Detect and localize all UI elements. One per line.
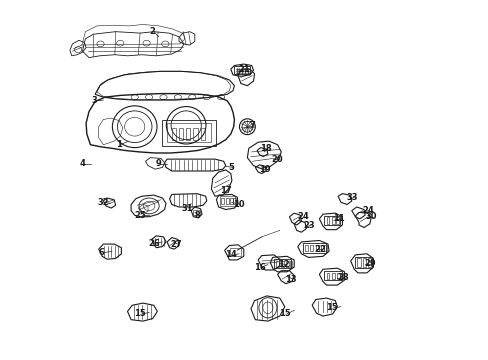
Bar <box>230 248 241 256</box>
Text: 29: 29 <box>364 259 376 268</box>
Text: 32: 32 <box>97 198 109 207</box>
Bar <box>225 198 228 204</box>
Text: 31: 31 <box>181 204 192 212</box>
Bar <box>336 217 339 224</box>
Text: 7: 7 <box>249 122 255 130</box>
Text: 27: 27 <box>170 240 182 248</box>
Bar <box>221 198 224 204</box>
Bar <box>323 245 326 251</box>
Bar <box>320 245 323 251</box>
Text: 23: 23 <box>303 220 314 230</box>
Bar <box>362 258 366 267</box>
Bar <box>276 261 279 267</box>
Text: 8: 8 <box>194 211 200 220</box>
Bar <box>331 273 334 279</box>
Bar <box>193 210 200 215</box>
Text: 16: 16 <box>254 263 265 271</box>
Text: 17: 17 <box>219 186 231 194</box>
Bar <box>326 217 329 224</box>
Text: 20: 20 <box>270 154 282 163</box>
Text: 15: 15 <box>279 309 290 318</box>
Bar <box>309 245 312 251</box>
Bar <box>355 257 371 268</box>
Bar <box>367 258 370 267</box>
Text: 24: 24 <box>297 212 308 221</box>
Bar <box>339 273 342 279</box>
Bar <box>315 245 318 251</box>
Bar <box>289 261 292 267</box>
Bar <box>193 128 197 140</box>
Bar <box>302 243 325 253</box>
Text: 13: 13 <box>285 274 297 284</box>
Bar <box>285 261 288 267</box>
Text: 26: 26 <box>148 238 160 248</box>
Text: 5: 5 <box>228 163 234 172</box>
Bar <box>336 273 339 279</box>
Text: 6: 6 <box>99 248 104 257</box>
Text: 22: 22 <box>314 245 325 253</box>
Text: 10: 10 <box>232 200 244 209</box>
Text: 1: 1 <box>115 140 121 149</box>
Bar <box>162 120 215 146</box>
Bar <box>273 259 291 268</box>
Text: 24: 24 <box>362 206 373 215</box>
Text: 33: 33 <box>346 193 358 202</box>
Bar <box>324 216 339 225</box>
Bar <box>324 271 341 280</box>
Bar <box>200 128 204 140</box>
Text: 12: 12 <box>278 260 289 269</box>
Bar <box>356 258 360 267</box>
Text: 9: 9 <box>155 159 161 168</box>
Text: 15: 15 <box>325 303 337 312</box>
Text: 30: 30 <box>365 212 377 221</box>
Bar <box>232 198 235 204</box>
Text: 15: 15 <box>134 309 146 318</box>
Bar <box>186 128 190 140</box>
Bar <box>220 196 235 206</box>
Text: 4: 4 <box>80 159 85 168</box>
Bar <box>281 261 284 267</box>
Bar <box>234 66 249 74</box>
Text: 3: 3 <box>91 96 97 105</box>
Bar <box>305 245 307 251</box>
Text: 28: 28 <box>336 274 348 282</box>
Bar <box>230 198 232 204</box>
Text: 21: 21 <box>238 65 250 74</box>
Text: 19: 19 <box>259 165 270 174</box>
Bar <box>167 123 211 142</box>
Text: 2: 2 <box>149 27 155 36</box>
Text: 25: 25 <box>134 211 146 220</box>
Bar <box>179 128 183 140</box>
Text: 18: 18 <box>260 144 271 153</box>
Text: 11: 11 <box>333 214 345 223</box>
Bar <box>171 128 176 140</box>
Bar <box>331 217 334 224</box>
Bar <box>326 273 329 279</box>
Text: 14: 14 <box>225 251 237 259</box>
